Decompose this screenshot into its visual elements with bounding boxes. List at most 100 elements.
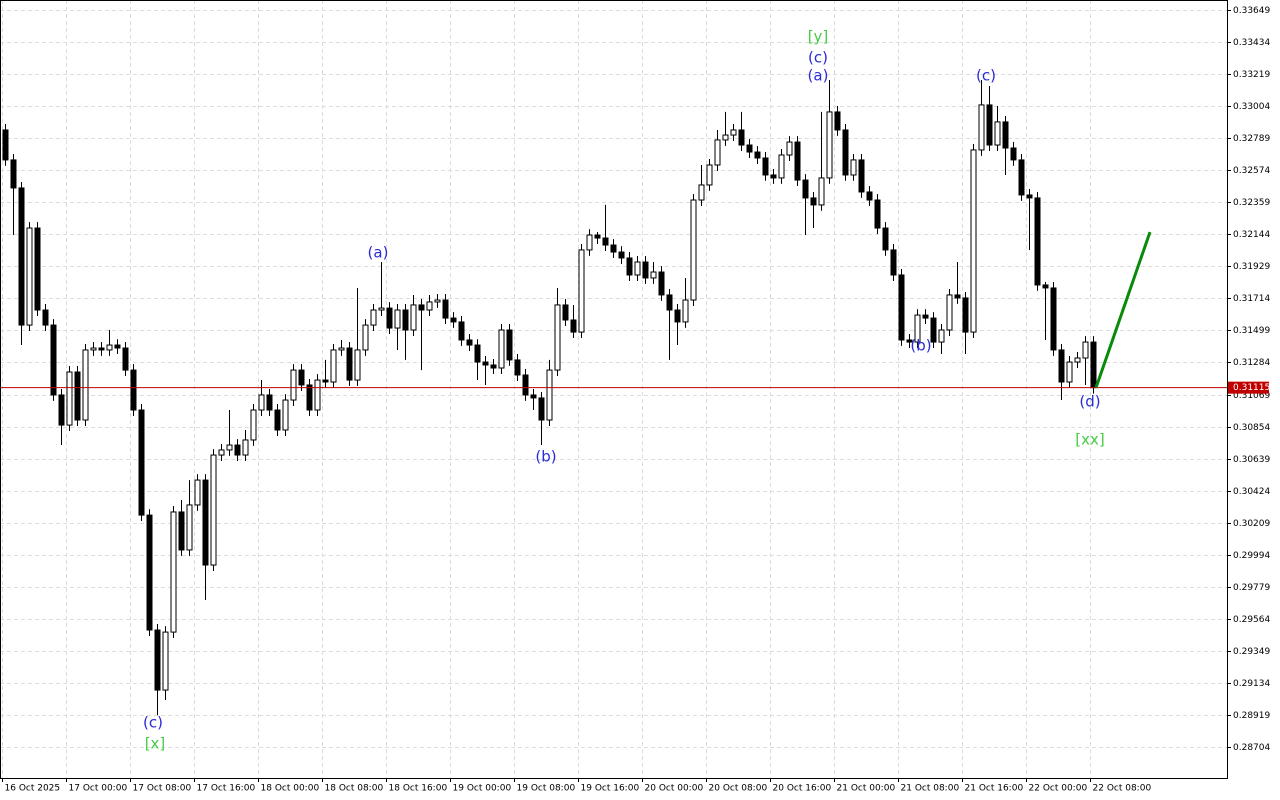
y-tick-label: 0.28704 bbox=[1233, 743, 1270, 753]
candle-body bbox=[754, 151, 761, 159]
candle-body bbox=[2, 129, 9, 161]
x-tick-label: 20 Oct 08:00 bbox=[709, 784, 768, 794]
wave-label: (d) bbox=[1079, 393, 1100, 411]
x-tick-label: 17 Oct 16:00 bbox=[197, 784, 256, 794]
candle-body bbox=[378, 307, 385, 311]
x-tick-label: 18 Oct 08:00 bbox=[325, 784, 384, 794]
y-tick-label: 0.28919 bbox=[1233, 711, 1270, 721]
candle-body bbox=[898, 274, 905, 341]
x-tick-label: 21 Oct 08:00 bbox=[901, 784, 960, 794]
candle-body bbox=[506, 329, 513, 361]
candle-body bbox=[10, 159, 17, 189]
x-tick-label: 16 Oct 2025 bbox=[5, 784, 61, 794]
candle-body bbox=[258, 394, 265, 411]
candle-body bbox=[594, 234, 601, 239]
candle-body bbox=[402, 309, 409, 331]
candle-body bbox=[922, 314, 929, 319]
candle-body bbox=[698, 184, 705, 201]
candle-body bbox=[682, 299, 689, 323]
candle-body bbox=[338, 347, 345, 351]
candle-body bbox=[810, 197, 817, 206]
candle-body bbox=[970, 149, 977, 333]
candle-body bbox=[578, 249, 585, 333]
wave-label: (a) bbox=[368, 244, 389, 262]
wave-label: [x] bbox=[145, 735, 166, 753]
candle-body bbox=[50, 324, 57, 396]
y-tick-label: 0.30639 bbox=[1233, 455, 1270, 465]
candle-body bbox=[530, 394, 537, 399]
y-tick-label: 0.33434 bbox=[1233, 38, 1270, 48]
y-tick-label: 0.32359 bbox=[1233, 198, 1270, 208]
candle-body bbox=[906, 339, 913, 343]
candle-body bbox=[874, 199, 881, 229]
wave-label: (b) bbox=[535, 448, 556, 466]
candle-body bbox=[242, 439, 249, 456]
y-tick-label: 0.30854 bbox=[1233, 423, 1270, 433]
candle-body bbox=[938, 329, 945, 343]
candle-body bbox=[730, 129, 737, 136]
candle-body bbox=[138, 409, 145, 516]
x-tick-label: 19 Oct 16:00 bbox=[581, 784, 640, 794]
x-tick-label: 18 Oct 00:00 bbox=[261, 784, 320, 794]
candle-body bbox=[354, 349, 361, 381]
y-tick-label: 0.33219 bbox=[1233, 70, 1270, 80]
wave-label: [xx] bbox=[1075, 431, 1104, 449]
x-tick-label: 17 Oct 08:00 bbox=[133, 784, 192, 794]
candle-body bbox=[106, 344, 113, 351]
y-tick-label: 0.29349 bbox=[1233, 647, 1270, 657]
candle-body bbox=[978, 104, 985, 151]
candle-body bbox=[858, 159, 865, 193]
candle-body bbox=[986, 104, 993, 146]
candle-body bbox=[122, 347, 129, 371]
candle-body bbox=[90, 347, 97, 351]
y-tick-label: 0.29564 bbox=[1233, 615, 1270, 625]
x-tick-label: 17 Oct 00:00 bbox=[69, 784, 128, 794]
axes: 0.33649 0.33434 0.33219 0.33004 0.32789 0.325… bbox=[2, 6, 1270, 794]
candle-body bbox=[410, 304, 417, 331]
candle-body bbox=[450, 317, 457, 323]
y-tick-label: 0.29134 bbox=[1233, 679, 1270, 689]
candle-body bbox=[178, 511, 185, 551]
candle-body bbox=[546, 369, 553, 421]
candle-body bbox=[706, 164, 713, 186]
candle-body bbox=[266, 394, 273, 411]
candle-body bbox=[914, 314, 921, 343]
candle-body bbox=[1002, 121, 1009, 149]
candle-body bbox=[610, 244, 617, 253]
candle-body bbox=[362, 324, 369, 351]
candle-body bbox=[394, 309, 401, 329]
candle-body bbox=[962, 297, 969, 333]
candle-body bbox=[250, 409, 257, 441]
candle-body bbox=[1066, 361, 1073, 383]
x-tick-label: 20 Oct 00:00 bbox=[645, 784, 704, 794]
candle-body bbox=[426, 301, 433, 311]
current-price-label: 0.31115 bbox=[1233, 383, 1270, 393]
y-tick-label: 0.29994 bbox=[1233, 551, 1270, 561]
candle-body bbox=[866, 191, 873, 201]
candle-body bbox=[474, 344, 481, 363]
candle-body bbox=[306, 384, 313, 411]
candle-body bbox=[522, 374, 529, 396]
candle-body bbox=[1082, 341, 1089, 359]
candle-body bbox=[290, 369, 297, 401]
x-tick-label: 21 Oct 00:00 bbox=[837, 784, 896, 794]
candle-body bbox=[890, 249, 897, 276]
x-tick-label: 20 Oct 16:00 bbox=[773, 784, 832, 794]
candle-body bbox=[514, 359, 521, 376]
wave-label: [y] bbox=[808, 28, 829, 46]
candle-body bbox=[770, 174, 777, 179]
candle-body bbox=[234, 444, 241, 456]
y-tick-label: 0.31714 bbox=[1233, 294, 1270, 304]
candle-body bbox=[1058, 349, 1065, 383]
candle-body bbox=[642, 261, 649, 279]
candle-body bbox=[674, 309, 681, 323]
candle-body bbox=[34, 227, 41, 311]
candle-body bbox=[842, 129, 849, 176]
candle-body bbox=[458, 321, 465, 341]
candle-body bbox=[826, 111, 833, 179]
candle-body bbox=[690, 199, 697, 301]
candle-body bbox=[170, 511, 177, 633]
candle-body bbox=[58, 394, 65, 426]
candle-body bbox=[818, 177, 825, 206]
candle-body bbox=[322, 379, 329, 383]
